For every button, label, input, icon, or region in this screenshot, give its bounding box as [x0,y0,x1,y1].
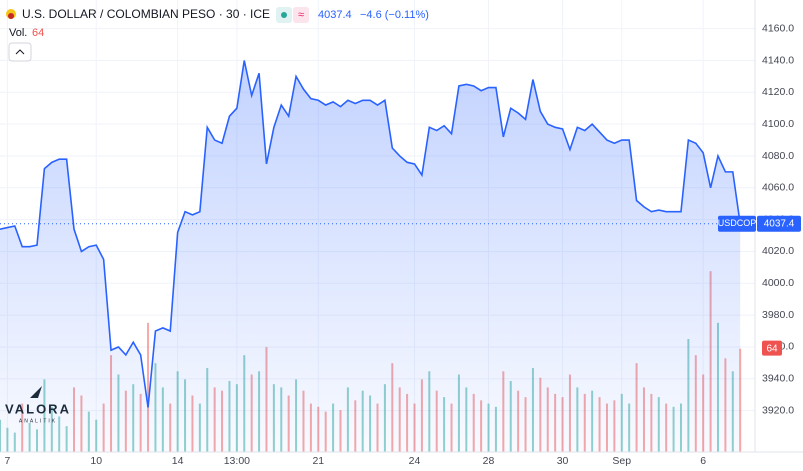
x-tick-label: 6 [700,455,706,467]
y-tick-label: 3980.0 [762,309,794,321]
x-tick-label: 14 [172,455,184,467]
volume-value: 64 [32,27,44,39]
y-tick-label: 3940.0 [762,373,794,385]
symbol-tag [718,215,756,232]
price-tag [757,215,801,232]
y-tick-label: 4100.0 [762,118,794,130]
price-area [0,60,741,452]
delay-badge[interactable] [293,7,309,23]
x-tick-label: 21 [312,455,324,467]
y-tick-label: 3920.0 [762,404,794,416]
logo-subtitle: ANALITIK [19,418,57,424]
y-tick-label: 4060.0 [762,182,794,194]
y-tick-label: 4160.0 [762,22,794,34]
x-tick-label: 10 [90,455,102,467]
symbol-title: U.S. DOLLAR / COLOMBIAN PESO · 30 · ICE [22,7,270,21]
y-tick-label: 4020.0 [762,245,794,257]
x-tick-label: 30 [557,455,569,467]
delay-icon: ≈ [298,9,304,21]
x-tick-label: 24 [409,455,421,467]
y-tick-label: 4080.0 [762,150,794,162]
volume-tag-label: 64 [766,343,778,354]
x-tick-label: 28 [483,455,495,467]
symbol-tag-label: USDCOP [718,218,757,228]
volume-tag [762,340,782,356]
y-tick-label: 4120.0 [762,86,794,98]
y-tick-label: 4140.0 [762,54,794,66]
logo-icon [30,386,42,398]
x-tick-label: 13:00 [224,455,250,467]
status-dot [281,12,287,18]
last-price: 4037.4 [318,9,352,21]
x-tick-label: Sep [612,455,631,467]
y-tick-label: 4000.0 [762,277,794,289]
collapse-icon [15,49,25,55]
volume-bar [147,322,150,452]
price-change: −4.6 (−0.11%) [360,9,429,21]
collapse-button[interactable] [8,42,32,62]
price-line [0,60,741,408]
flag-icon [8,13,14,19]
logo-name: VALORA [5,401,71,416]
x-tick-label: 7 [4,455,10,467]
volume-label: Vol. [9,27,27,39]
price-tag-label: 4037.4 [764,218,795,229]
